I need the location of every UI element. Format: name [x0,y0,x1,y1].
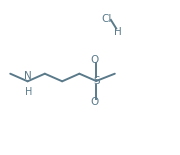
Text: N: N [24,71,32,81]
Text: O: O [91,97,99,106]
Text: S: S [93,76,100,86]
Text: Cl: Cl [102,14,112,24]
Text: H: H [114,27,121,37]
Text: O: O [91,55,99,65]
Text: H: H [25,87,32,97]
